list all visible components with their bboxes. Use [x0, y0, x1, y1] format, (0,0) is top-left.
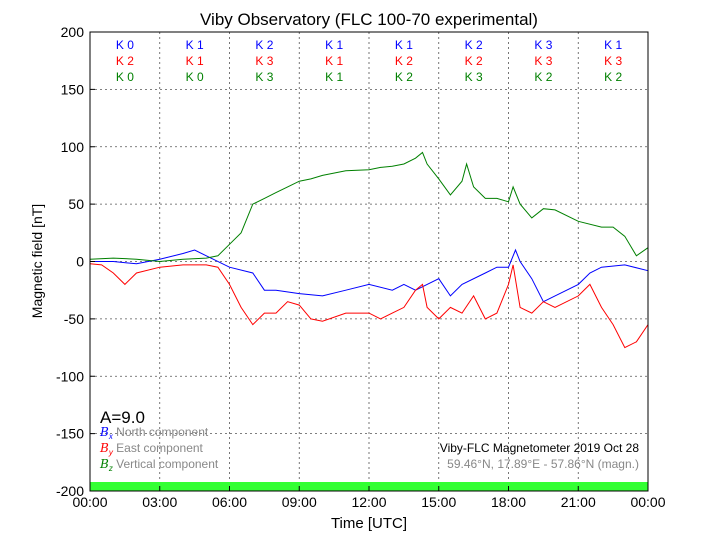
y-tick-label: 200 [61, 24, 85, 40]
x-tick-label: 21:00 [561, 494, 596, 510]
k-index-y: K 1 [186, 54, 204, 68]
k-index-z: K 3 [465, 70, 483, 84]
k-index-y: K 3 [604, 54, 622, 68]
k-index-z: K 2 [604, 70, 622, 84]
k-index-y: K 3 [255, 54, 273, 68]
x-tick-label: 00:00 [630, 494, 665, 510]
y-tick-label: -100 [56, 368, 84, 384]
y-axis-label: Magnetic field [nT] [29, 204, 45, 318]
k-index-y: K 2 [395, 54, 413, 68]
k-index-x: K 1 [604, 38, 622, 52]
y-tick-label: 50 [68, 196, 84, 212]
info-line-1: Viby-FLC Magnetometer 2019 Oct 28 [440, 441, 640, 455]
y-tick-label: 0 [76, 254, 84, 270]
x-tick-label: 06:00 [212, 494, 247, 510]
k-index-y: K 2 [465, 54, 483, 68]
y-tick-label: 150 [61, 81, 85, 97]
x-axis-label: Time [UTC] [331, 515, 407, 532]
k-index-z: K 2 [395, 70, 413, 84]
chart-title: Viby Observatory (FLC 100-70 experimenta… [200, 10, 538, 29]
y-tick-label: -150 [56, 426, 84, 442]
legend-entry: Bx North component [99, 425, 209, 441]
series-Bx [90, 248, 649, 303]
k-index-z: K 3 [255, 70, 273, 84]
x-tick-label: 18:00 [491, 494, 526, 510]
legend-entry: Bz Vertical component [99, 457, 219, 473]
x-tick-label: 12:00 [351, 494, 386, 510]
k-index-x: K 0 [116, 38, 134, 52]
k-index-z: K 2 [534, 70, 552, 84]
y-tick-label: -200 [56, 483, 84, 499]
k-index-x: K 1 [186, 38, 204, 52]
k-index-x: K 1 [325, 38, 343, 52]
series-Bz [89, 151, 649, 263]
legend-entry: By East component [99, 441, 204, 457]
k-index-x: K 1 [395, 38, 413, 52]
y-tick-label: 100 [61, 139, 85, 155]
series-By [89, 263, 649, 349]
k-index-z: K 0 [116, 70, 134, 84]
k-index-z: K 1 [325, 70, 343, 84]
x-tick-label: 09:00 [282, 494, 317, 510]
k-index-y: K 2 [116, 54, 134, 68]
k-index-z: K 0 [186, 70, 204, 84]
k-index-y: K 1 [325, 54, 343, 68]
k-index-x: K 2 [255, 38, 273, 52]
y-tick-label: -50 [64, 311, 84, 327]
k-index-y: K 3 [534, 54, 552, 68]
k-index-x: K 2 [465, 38, 483, 52]
x-tick-label: 00:00 [72, 494, 107, 510]
a-index: A=9.0 [100, 408, 145, 427]
x-tick-label: 15:00 [421, 494, 456, 510]
k-index-x: K 3 [534, 38, 552, 52]
x-tick-label: 03:00 [142, 494, 177, 510]
info-line-2: 59.46°N, 17.89°E - 57.86°N (magn.) [447, 457, 639, 471]
